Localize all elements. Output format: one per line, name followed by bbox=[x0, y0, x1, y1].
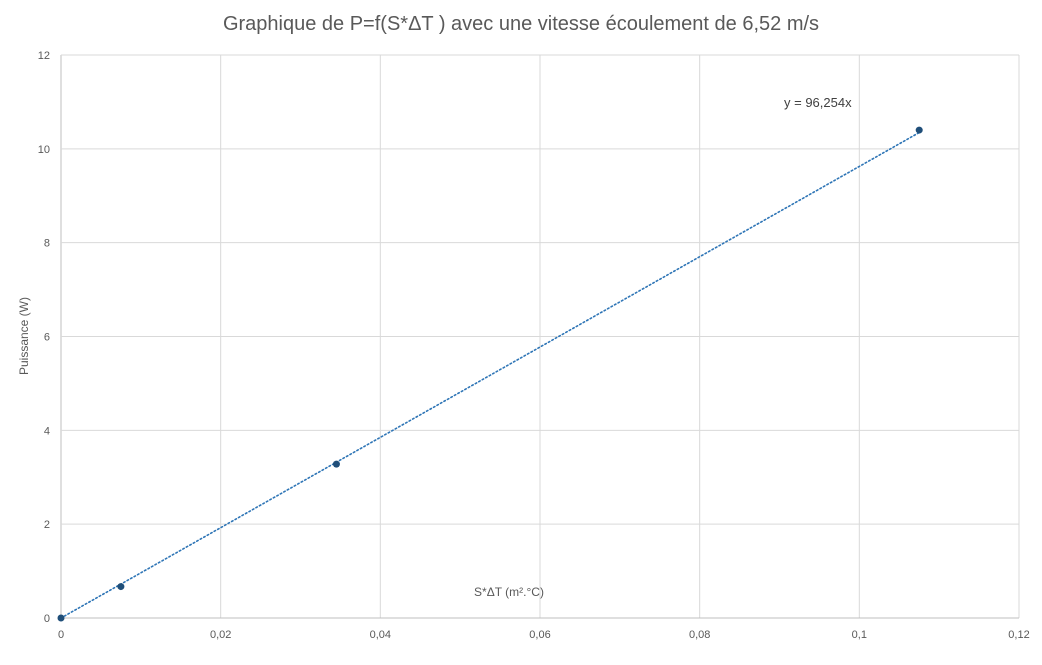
y-tick-label: 2 bbox=[44, 519, 50, 531]
x-tick-label: 0,1 bbox=[852, 629, 867, 641]
x-tick-label: 0,04 bbox=[370, 629, 391, 641]
data-point bbox=[915, 126, 923, 134]
axes: 0 0,02 0,04 0,06 0,08 0,1 0,12 0 2 4 6 8 10 12 bbox=[38, 50, 1030, 641]
y-axis-title: Puissance (W) bbox=[17, 297, 31, 375]
x-tick-label: 0,08 bbox=[689, 629, 710, 641]
grid bbox=[60, 54, 1020, 619]
x-tick-label: 0,12 bbox=[1008, 629, 1029, 641]
x-tick-label: 0,06 bbox=[529, 629, 550, 641]
y-tick-label: 0 bbox=[44, 613, 50, 625]
data-point bbox=[332, 460, 340, 468]
trendline-equation: y = 96,254x bbox=[784, 95, 852, 110]
y-tick-label: 6 bbox=[44, 332, 50, 344]
x-tick-label: 0,02 bbox=[210, 629, 231, 641]
data-point bbox=[57, 614, 65, 622]
x-axis-title: S*ΔT (m².°C) bbox=[474, 585, 544, 599]
trendline-layer bbox=[60, 131, 921, 619]
chart-title: Graphique de P=f(S*ΔT ) avec une vitesse… bbox=[223, 13, 819, 35]
data-points bbox=[57, 126, 923, 622]
y-tick-label: 8 bbox=[44, 238, 50, 250]
trendline bbox=[60, 131, 921, 619]
y-tick-label: 10 bbox=[38, 144, 50, 156]
data-point bbox=[117, 583, 125, 591]
x-tick-label: 0 bbox=[58, 629, 64, 641]
y-tick-label: 4 bbox=[44, 425, 50, 437]
y-tick-label: 12 bbox=[38, 50, 50, 62]
